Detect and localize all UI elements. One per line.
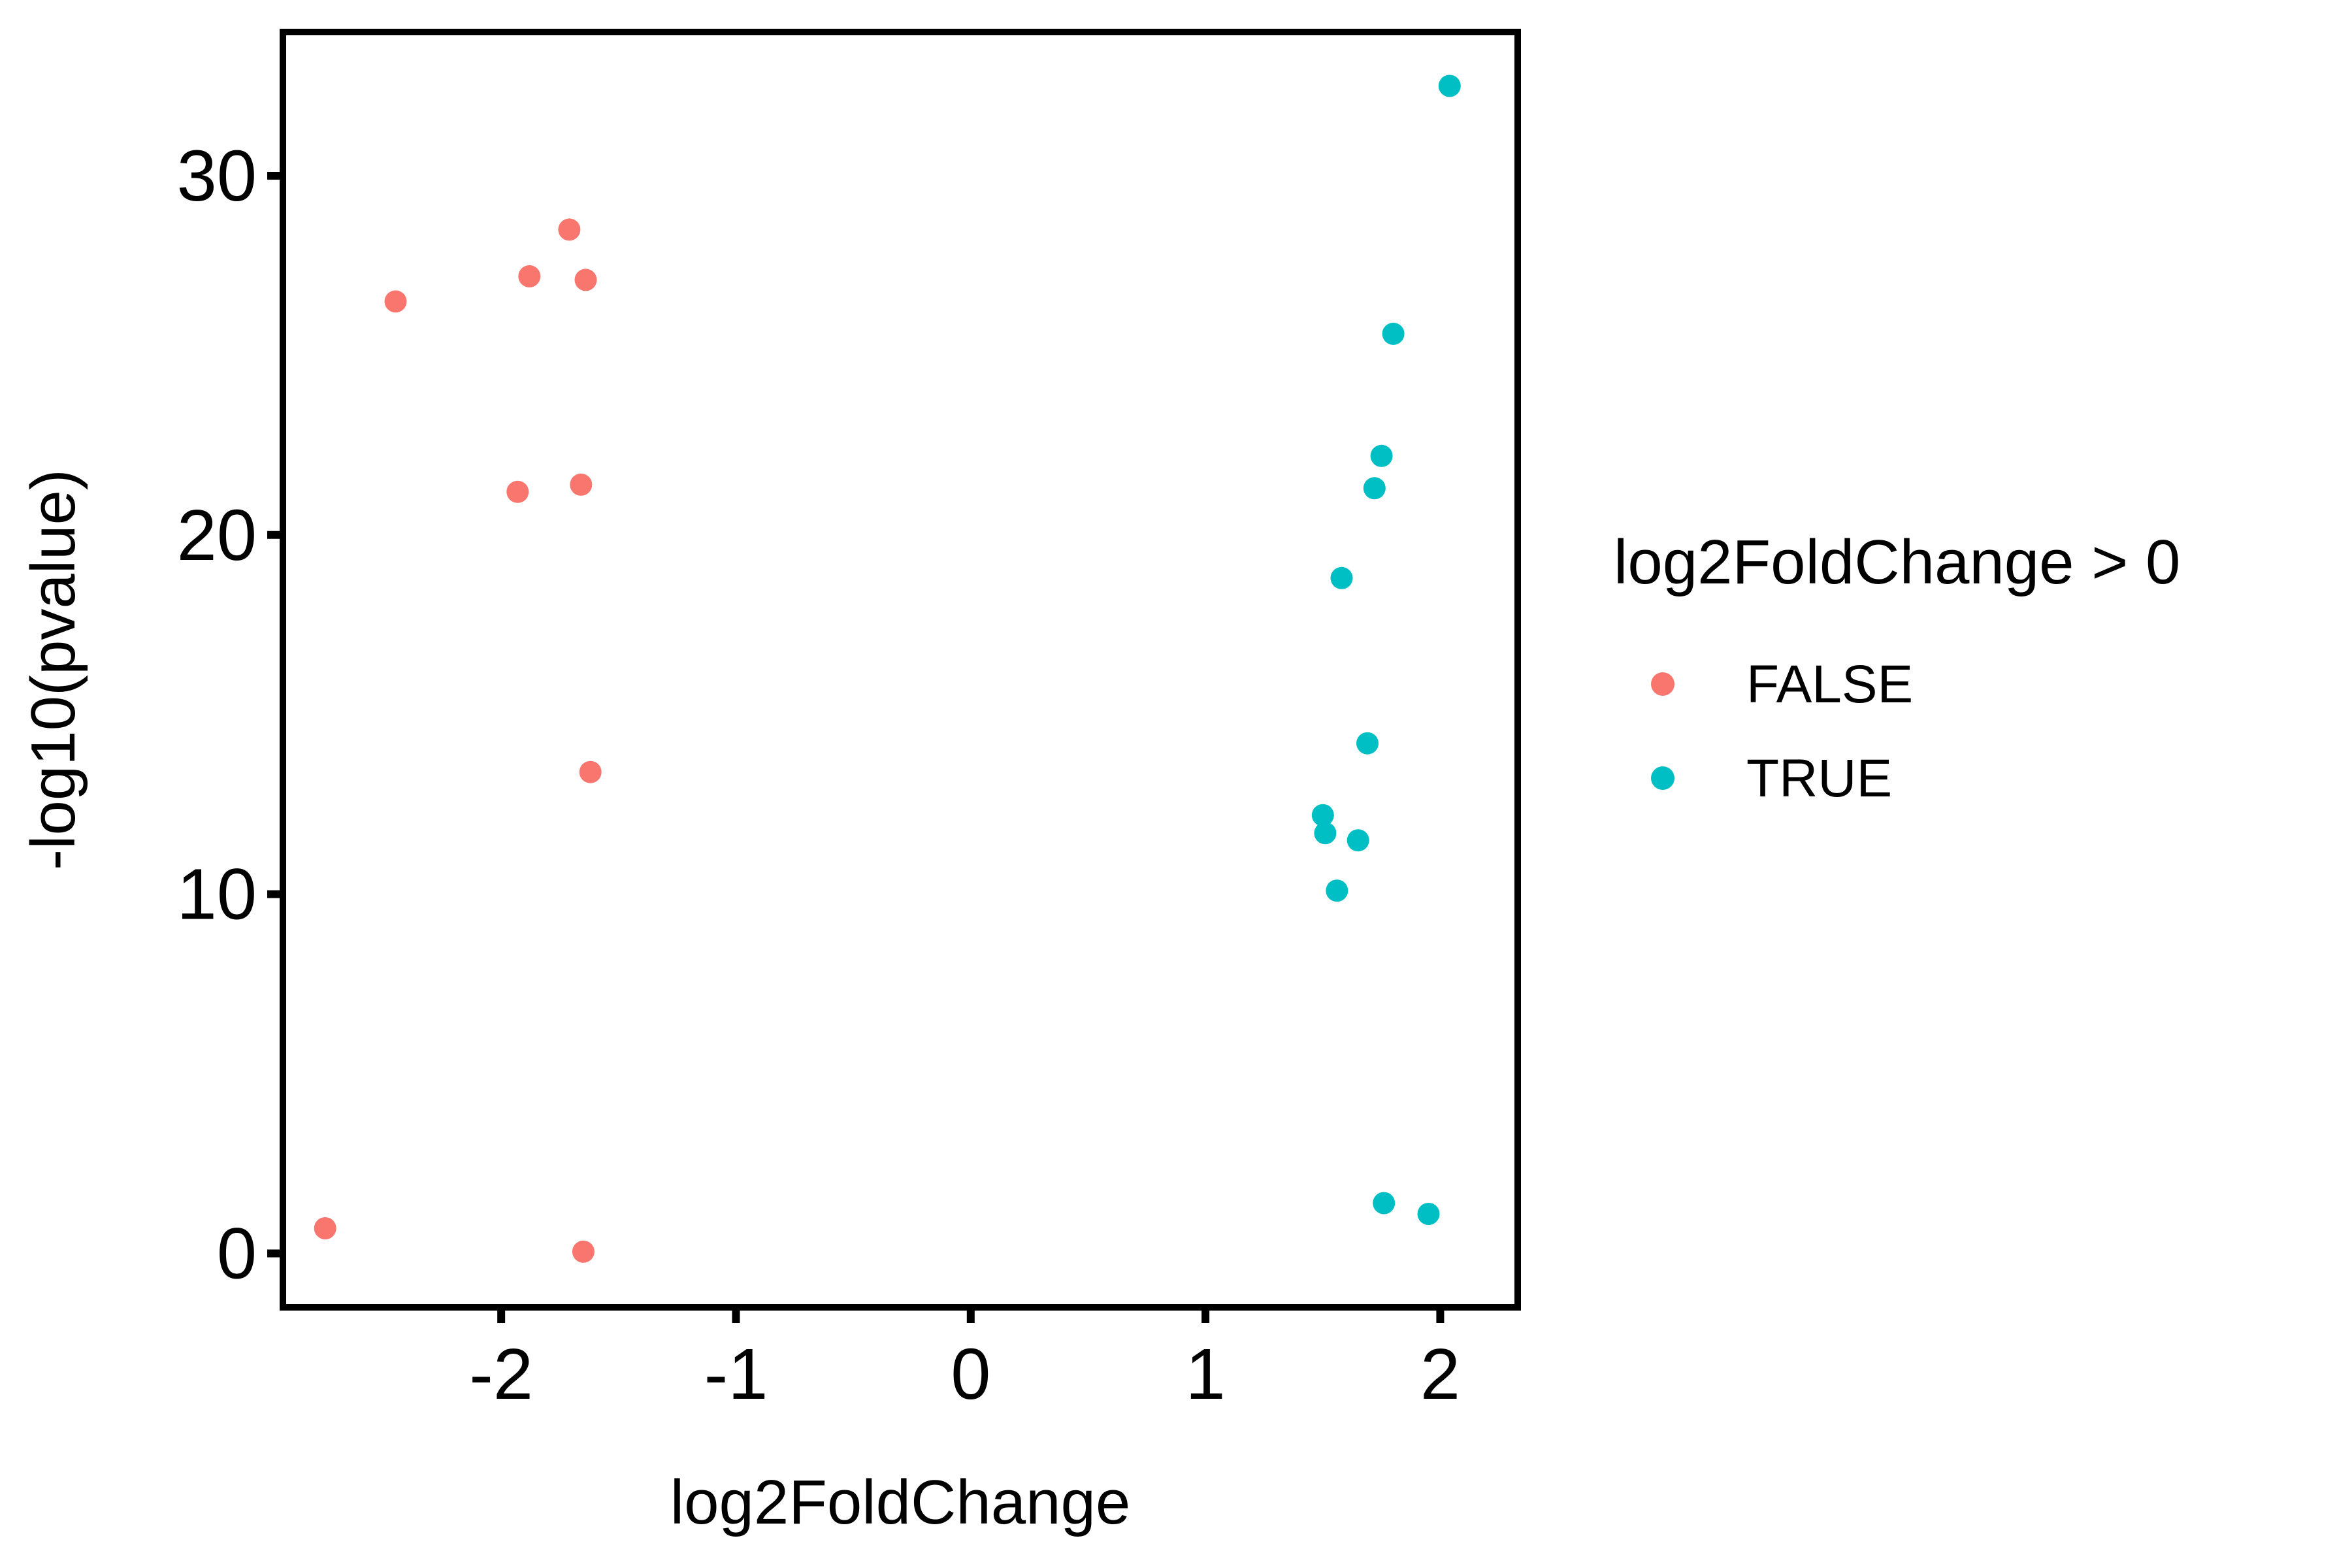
legend: log2FoldChange > 0 FALSE TRUE	[1614, 527, 2180, 808]
point-false-6	[506, 480, 529, 503]
legend-key-false	[1651, 672, 1674, 696]
x-axis-title: log2FoldChange	[670, 1467, 1131, 1537]
point-false-4	[558, 218, 581, 241]
point-false-7	[570, 473, 593, 496]
point-false-2	[384, 290, 407, 313]
point-true-0	[1438, 74, 1461, 97]
y-axis: 0 10 20 30	[177, 136, 283, 1294]
legend-key-true	[1651, 766, 1674, 790]
point-false-3	[518, 265, 541, 287]
legend-label-false: FALSE	[1746, 655, 1913, 714]
point-false-5	[574, 269, 597, 291]
legend-title: log2FoldChange > 0	[1614, 527, 2180, 597]
x-tick-label-3: 1	[1186, 1334, 1226, 1414]
point-true-6	[1311, 804, 1334, 826]
point-true-3	[1363, 477, 1386, 500]
point-true-11	[1417, 1203, 1440, 1225]
x-axis: -2 -1 0 1 2	[469, 1307, 1460, 1414]
point-true-8	[1347, 829, 1369, 852]
point-true-7	[1314, 822, 1337, 845]
y-tick-label-0: 0	[217, 1214, 257, 1294]
point-true-5	[1356, 732, 1379, 755]
point-true-4	[1330, 566, 1353, 589]
point-false-1	[572, 1240, 595, 1263]
point-true-9	[1326, 879, 1348, 902]
y-tick-label-2: 20	[177, 495, 257, 576]
legend-label-true: TRUE	[1746, 749, 1892, 808]
y-tick-label-3: 30	[177, 136, 257, 216]
point-true-1	[1382, 322, 1405, 345]
y-axis-title: -log10(pvalue)	[18, 469, 88, 870]
point-false-8	[579, 760, 602, 783]
x-tick-label-2: 0	[951, 1334, 990, 1414]
plot-panel-border	[280, 29, 1521, 1311]
y-tick-label-1: 10	[177, 855, 257, 935]
x-tick-label-4: 2	[1420, 1334, 1460, 1414]
x-tick-label-1: -1	[704, 1334, 768, 1414]
points-layer	[314, 74, 1461, 1263]
point-true-10	[1373, 1192, 1396, 1215]
point-true-2	[1370, 444, 1393, 467]
legend-items: FALSE TRUE	[1651, 655, 1913, 808]
x-tick-label-0: -2	[469, 1334, 533, 1414]
point-false-0	[314, 1217, 336, 1239]
